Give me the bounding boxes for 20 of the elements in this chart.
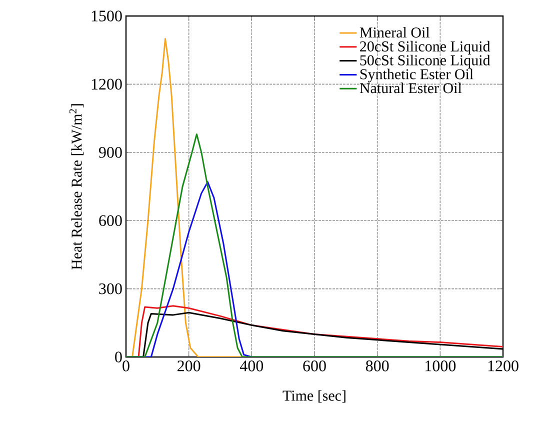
x-tick-label: 200 [178, 360, 200, 372]
y-tick-label: 1200 [92, 78, 122, 90]
legend-label: Natural Ester Oil [360, 82, 462, 94]
legend-label: 50cSt Silicone Liquid [360, 54, 490, 68]
x-tick-label: 400 [240, 360, 264, 372]
legend-label: Synthetic Ester Oil [360, 68, 474, 82]
legend-label: Mineral Oil [360, 27, 430, 38]
x-tick-label: 1000 [426, 360, 456, 372]
y-tick-label: 900 [98, 147, 122, 158]
y-tick-label: 300 [99, 283, 122, 294]
x-tick-label: 1200 [488, 360, 518, 372]
legend-label: 20cSt Silicone Liquid [360, 40, 490, 55]
x-tick-label: 800 [366, 360, 389, 372]
y-tick-label: 600 [99, 215, 122, 226]
x-axis-title: Time [sec] [282, 390, 346, 403]
x-tick-label: 0 [122, 360, 130, 372]
y-tick-label: 0 [115, 352, 122, 362]
x-tick-label: 600 [303, 360, 326, 372]
y-axis-title: Heat Release Rate [kW/m$^{2}$] [69, 104, 84, 270]
y-tick-label: 1500 [92, 10, 122, 22]
